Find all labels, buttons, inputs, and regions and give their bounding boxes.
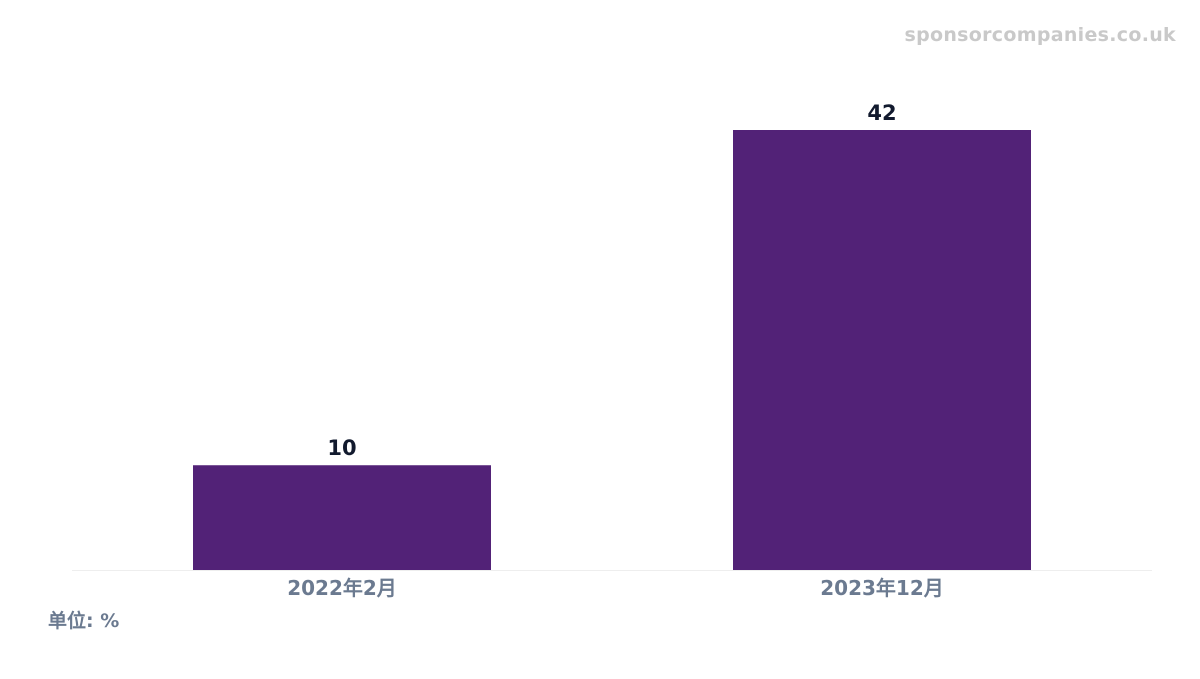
x-tick-label-0: 2022年2月: [287, 576, 397, 600]
unit-label: 单位: %: [48, 610, 120, 632]
bar-0: [193, 465, 491, 570]
x-tick-label-1: 2023年12月: [820, 576, 944, 600]
bar-1: [733, 130, 1031, 570]
watermark: sponsorcompanies.co.uk: [904, 24, 1176, 46]
data-label-1: 42: [867, 101, 896, 125]
data-label-0: 10: [327, 436, 356, 460]
